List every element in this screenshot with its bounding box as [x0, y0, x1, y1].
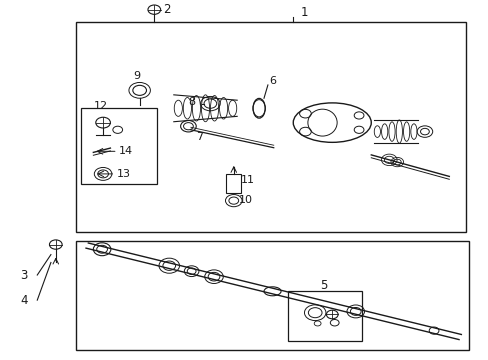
- Text: 4: 4: [20, 294, 28, 307]
- Bar: [226, 174, 241, 193]
- Bar: [81, 108, 157, 184]
- Text: 2: 2: [163, 3, 170, 16]
- Text: 13: 13: [117, 169, 130, 179]
- Text: 3: 3: [20, 269, 27, 282]
- Text: 11: 11: [241, 175, 255, 185]
- Bar: [76, 22, 466, 232]
- Text: 14: 14: [119, 146, 133, 156]
- Bar: [76, 241, 468, 350]
- Text: 8: 8: [188, 97, 195, 107]
- Text: 10: 10: [238, 195, 252, 205]
- Text: 9: 9: [133, 71, 141, 81]
- Text: 1: 1: [300, 6, 307, 19]
- Text: 5: 5: [320, 279, 327, 292]
- Text: 6: 6: [268, 76, 275, 86]
- Bar: [288, 291, 361, 341]
- Text: 7: 7: [195, 132, 203, 142]
- Text: 12: 12: [93, 102, 107, 112]
